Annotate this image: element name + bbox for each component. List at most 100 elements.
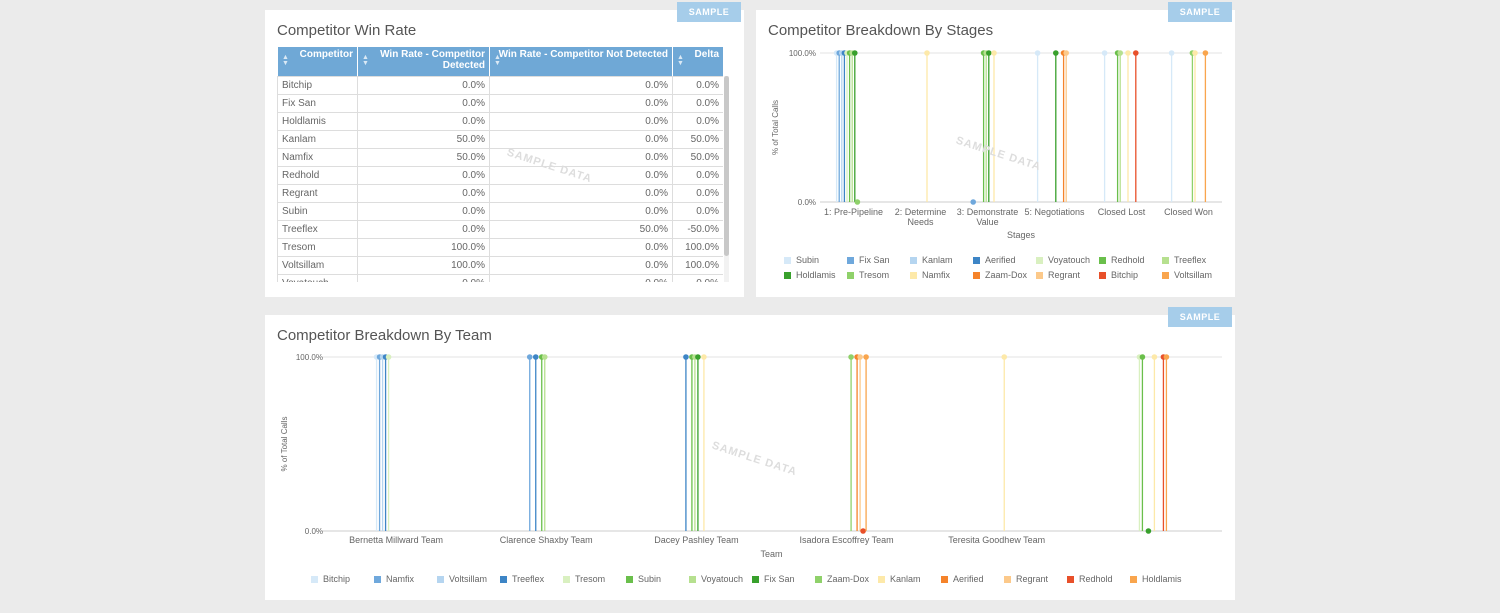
- cell-detected: 100.0%: [357, 238, 490, 257]
- scrollbar[interactable]: [724, 76, 729, 282]
- cell-competitor: Fix San: [277, 94, 358, 113]
- legend-item[interactable]: Voyatouch: [1036, 255, 1090, 265]
- legend-swatch: [784, 257, 791, 264]
- legend-label: Tresom: [859, 270, 890, 280]
- data-point-subin: [1139, 354, 1146, 360]
- legend-label: Regrant: [1048, 270, 1081, 280]
- data-point-tresom: [385, 354, 392, 360]
- sample-badge: SAMPLE: [1168, 307, 1232, 327]
- legend-item[interactable]: Subin: [784, 255, 819, 265]
- column-header-competitor[interactable]: ▲ ▼ Competitor: [277, 46, 358, 77]
- data-point-regrant: [857, 354, 863, 360]
- table-body[interactable]: Bitchip 0.0% 0.0% 0.0% Fix San 0.0% 0.0% 0.0% Ho…: [277, 76, 723, 282]
- column-header-delta[interactable]: ▲ ▼ Delta: [672, 46, 724, 77]
- data-point-redhold: [860, 528, 866, 534]
- data-point-subin: [1168, 50, 1175, 56]
- card-title: Competitor Breakdown By Stages: [768, 22, 994, 39]
- legend-item[interactable]: Subin: [626, 574, 661, 584]
- legend-item[interactable]: Bitchip: [1099, 270, 1138, 280]
- legend-item[interactable]: Kanlam: [878, 574, 921, 584]
- legend-item[interactable]: Regrant: [1036, 270, 1080, 280]
- cell-not-detected: 0.0%: [489, 238, 673, 257]
- cell-delta: 100.0%: [672, 238, 723, 257]
- legend-label: Bitchip: [323, 574, 351, 584]
- table-row[interactable]: Fix San 0.0% 0.0% 0.0%: [277, 94, 723, 113]
- data-point-holdlamis: [1163, 354, 1170, 360]
- cell-detected: 0.0%: [357, 202, 490, 221]
- table-row[interactable]: Regrant 0.0% 0.0% 0.0%: [277, 184, 723, 203]
- legend-label: Aerified: [985, 255, 1016, 265]
- sort-icon: ▲ ▼: [494, 54, 501, 67]
- table-row[interactable]: Tresom 100.0% 0.0% 100.0%: [277, 238, 723, 257]
- table-row[interactable]: Kanlam 50.0% 0.0% 50.0%: [277, 130, 723, 149]
- column-header-detected[interactable]: ▲ ▼ Win Rate - Competitor Detected: [357, 46, 490, 77]
- cell-competitor: Voltsillam: [277, 256, 358, 275]
- legend-label: Voyatouch: [1048, 255, 1091, 265]
- cell-competitor: Regrant: [277, 184, 358, 203]
- table-row[interactable]: Namfix 50.0% 0.0% 50.0%: [277, 148, 723, 167]
- card-title: Competitor Win Rate: [277, 22, 417, 39]
- table-row[interactable]: Treeflex 0.0% 50.0% -50.0%: [277, 220, 723, 239]
- legend-item[interactable]: Voyatouch: [689, 574, 743, 584]
- legend-swatch: [1162, 272, 1169, 279]
- legend-item[interactable]: Redhold: [1099, 255, 1145, 265]
- data-point-treeflex: [532, 354, 539, 360]
- legend-swatch: [689, 576, 696, 583]
- legend-item[interactable]: Bitchip: [311, 574, 350, 584]
- legend-item[interactable]: Fix San: [847, 255, 890, 265]
- data-point-bitchip: [1133, 50, 1139, 56]
- cell-delta: 0.0%: [672, 94, 723, 113]
- legend-label: Redhold: [1079, 574, 1113, 584]
- sort-icon: ▲ ▼: [362, 54, 369, 67]
- legend-label: Aerified: [953, 574, 984, 584]
- legend-label: Kanlam: [922, 255, 953, 265]
- legend-item[interactable]: Holdlamis: [1130, 574, 1182, 584]
- table-row[interactable]: Holdlamis 0.0% 0.0% 0.0%: [277, 112, 723, 131]
- legend-item[interactable]: Treeflex: [1162, 255, 1206, 265]
- legend-swatch: [374, 576, 381, 583]
- legend-item[interactable]: Namfix: [910, 270, 950, 280]
- cell-not-detected: 0.0%: [489, 76, 673, 95]
- win-rate-card: SAMPLE Competitor Win Rate ▲ ▼ Competitor …: [265, 2, 744, 297]
- legend-item[interactable]: Zaam-Dox: [815, 574, 869, 584]
- cell-delta: -50.0%: [672, 220, 723, 239]
- column-header-not-detected[interactable]: ▲ ▼ Win Rate - Competitor Not Detected: [489, 46, 673, 77]
- legend-item[interactable]: Treeflex: [500, 574, 544, 584]
- legend-item[interactable]: Voltsillam: [1162, 270, 1212, 280]
- legend-item[interactable]: Holdlamis: [784, 270, 836, 280]
- legend-item[interactable]: Redhold: [1067, 574, 1113, 584]
- data-point-voyatouch: [541, 354, 548, 360]
- table-row[interactable]: Voltsillam 100.0% 0.0% 100.0%: [277, 256, 723, 275]
- legend-item[interactable]: Fix San: [752, 574, 795, 584]
- cell-competitor: Bitchip: [277, 76, 358, 95]
- legend-swatch: [1162, 257, 1169, 264]
- cell-detected: 0.0%: [357, 274, 490, 282]
- cell-delta: 50.0%: [672, 130, 723, 149]
- legend-item[interactable]: Aerified: [941, 574, 984, 584]
- legend-item[interactable]: Kanlam: [910, 255, 953, 265]
- sample-badge: SAMPLE: [1168, 2, 1232, 22]
- x-axis-label: Stages: [1007, 230, 1036, 240]
- legend-item[interactable]: Voltsillam: [437, 574, 487, 584]
- x-tick-label: Clarence Shaxby Team: [499, 535, 593, 545]
- legend-swatch: [973, 257, 980, 264]
- data-point-namfix: [1192, 50, 1198, 56]
- legend-item[interactable]: Tresom: [563, 574, 605, 584]
- table-row[interactable]: Subin 0.0% 0.0% 0.0%: [277, 202, 723, 221]
- data-point-holdlamis: [852, 50, 858, 56]
- legend-swatch: [500, 576, 507, 583]
- legend-swatch: [311, 576, 318, 583]
- table-row[interactable]: Redhold 0.0% 0.0% 0.0%: [277, 166, 723, 185]
- legend-item[interactable]: Zaam-Dox: [973, 270, 1027, 280]
- table-row[interactable]: Voyatouch0.0%0.0%0.0%: [277, 274, 723, 282]
- legend-item[interactable]: Regrant: [1004, 574, 1048, 584]
- legend-item[interactable]: Namfix: [374, 574, 414, 584]
- data-point-kanlam: [701, 354, 707, 360]
- legend-item[interactable]: Aerified: [973, 255, 1016, 265]
- legend-swatch: [437, 576, 444, 583]
- table-row[interactable]: Bitchip 0.0% 0.0% 0.0%: [277, 76, 723, 95]
- legend-swatch: [815, 576, 822, 583]
- data-point-treeflex: [683, 354, 689, 360]
- legend-item[interactable]: Tresom: [847, 270, 889, 280]
- cell-competitor: Subin: [277, 202, 358, 221]
